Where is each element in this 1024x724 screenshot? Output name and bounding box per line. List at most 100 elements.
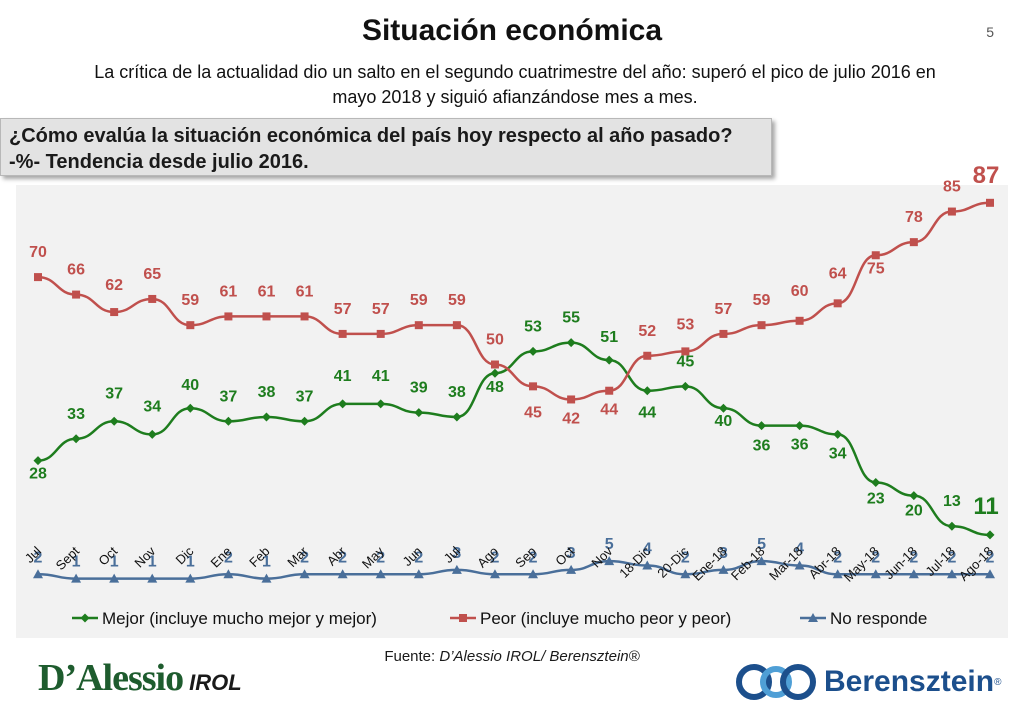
dalessio-logo-sub: IROL: [189, 670, 242, 695]
data-point: [337, 569, 348, 579]
question-box: ¿Cómo evalúa la situación económica del …: [0, 118, 772, 176]
data-label: 44: [600, 402, 618, 419]
data-point: [604, 355, 614, 365]
legend-marker: [459, 614, 467, 622]
data-point: [414, 408, 424, 418]
data-label: 33: [67, 406, 85, 423]
data-point: [642, 386, 652, 396]
data-point: [490, 360, 499, 369]
data-label: 2: [909, 549, 918, 566]
x-tick-label: Ene: [208, 544, 235, 571]
data-label: 44: [638, 405, 656, 422]
data-point: [833, 299, 842, 308]
data-point: [338, 329, 347, 338]
data-point: [605, 386, 614, 395]
data-label: 64: [829, 265, 847, 282]
data-label: 11: [973, 493, 998, 520]
data-point: [34, 273, 42, 282]
data-point: [186, 321, 195, 330]
data-point: [489, 569, 500, 579]
data-point: [719, 329, 728, 338]
data-point: [680, 569, 691, 579]
data-label: 2: [871, 549, 880, 566]
data-label: 34: [829, 445, 847, 462]
source-note: Fuente: D’Alessio IROL/ Berensztein®: [0, 648, 1024, 665]
data-label: 37: [220, 388, 238, 405]
data-point: [261, 573, 272, 583]
data-label: 53: [676, 316, 694, 333]
question-trend-note: -%- Tendencia desde julio 2016.: [9, 151, 309, 173]
data-label: 3: [719, 545, 728, 562]
data-label: 2: [34, 549, 43, 566]
data-point: [794, 560, 805, 570]
data-label: 59: [410, 292, 428, 309]
data-point: [109, 573, 120, 583]
data-point: [718, 564, 729, 574]
data-label: 52: [638, 323, 656, 340]
data-label: 51: [600, 329, 618, 346]
dalessio-logo-main: D’Alessio: [38, 657, 184, 699]
data-label: 40: [715, 413, 733, 430]
data-label: 2: [947, 549, 956, 566]
data-point: [909, 238, 918, 247]
berensztein-logo: Berensztein ®: [736, 664, 1001, 700]
data-label: 2: [376, 549, 385, 566]
data-label: 65: [143, 266, 161, 283]
data-point: [947, 521, 957, 531]
data-point: [185, 403, 195, 413]
data-label: 53: [524, 318, 542, 335]
data-point: [148, 294, 157, 303]
data-label: 1: [148, 554, 157, 571]
series-line-2: [37, 559, 990, 580]
data-label: 2: [833, 549, 842, 566]
page-title: Situación económica: [361, 14, 663, 47]
legend-label: No responde: [830, 609, 927, 628]
data-label: 2: [529, 549, 538, 566]
data-label: 1: [186, 554, 195, 571]
data-point: [185, 573, 196, 583]
source-name: D’Alessio IROL/ Berensztein®: [439, 648, 640, 665]
data-label: 28: [29, 466, 47, 483]
data-point: [757, 321, 766, 330]
data-point: [680, 381, 690, 391]
data-label: 1: [110, 554, 119, 571]
data-point: [528, 346, 538, 356]
data-label: 41: [372, 368, 390, 385]
data-point: [643, 351, 652, 360]
page-subtitle: La crítica de la actualidad dio un salto…: [94, 62, 936, 107]
data-label: 2: [491, 549, 500, 566]
series-line-0: [37, 341, 991, 537]
data-label: 55: [562, 310, 580, 327]
data-point: [871, 251, 880, 260]
data-point: [147, 573, 158, 583]
x-tick-label: Ene-18: [689, 544, 729, 584]
legend-label: Peor (incluye mucho peor y peor): [480, 609, 731, 628]
data-point: [985, 530, 995, 540]
data-label: 2: [986, 549, 995, 566]
data-label: 75: [867, 260, 885, 277]
x-tick-label: Ago: [474, 544, 501, 571]
data-point: [871, 477, 881, 487]
berensztein-logo-icon: [736, 664, 816, 700]
data-point: [33, 569, 43, 579]
x-tick-label: May: [359, 543, 387, 571]
data-point: [71, 434, 81, 444]
data-point: [414, 321, 423, 330]
berensztein-logo-mark: ®: [994, 676, 1002, 688]
data-point: [681, 347, 690, 356]
data-point: [985, 569, 995, 579]
legend-label: Mejor (incluye mucho mejor y mejor): [102, 609, 377, 628]
dalessio-logo: D’Alessio IROL: [38, 656, 242, 700]
data-label: 59: [753, 292, 771, 309]
data-point: [490, 368, 500, 378]
data-label: 85: [943, 179, 961, 196]
data-point: [604, 556, 615, 566]
legend-marker: [808, 613, 818, 622]
data-point: [567, 395, 576, 404]
data-label: 42: [562, 410, 580, 427]
source-prefix: Fuente:: [384, 648, 440, 665]
data-point: [71, 573, 82, 583]
data-label: 3: [452, 545, 461, 562]
data-point: [566, 564, 577, 574]
